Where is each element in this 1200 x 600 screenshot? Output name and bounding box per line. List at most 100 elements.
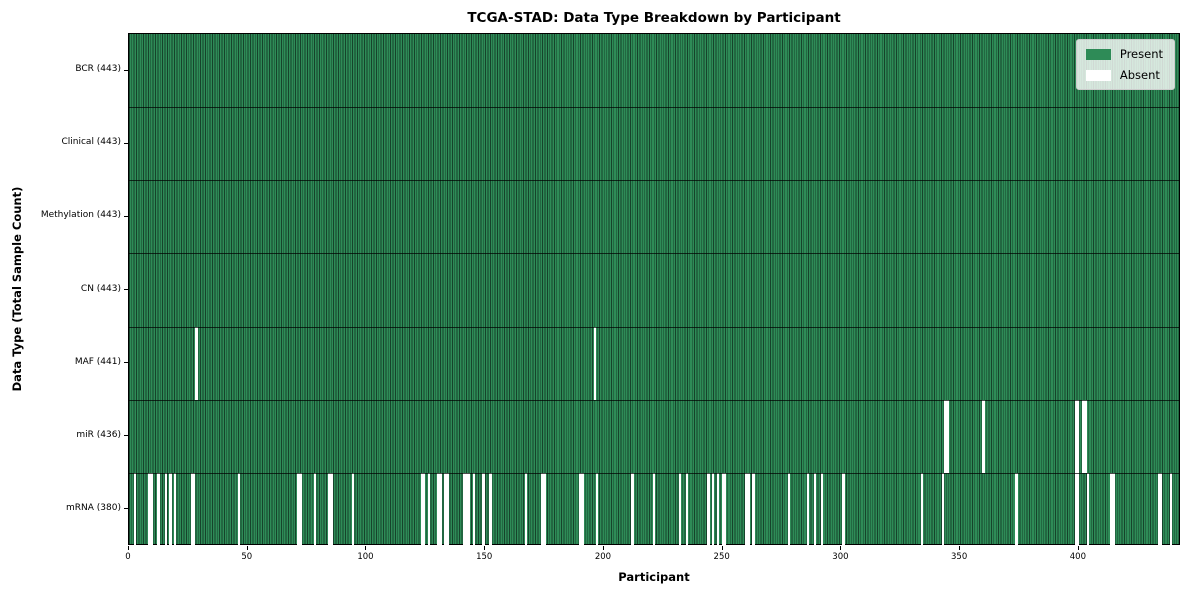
row-divider — [129, 472, 1179, 474]
absent-stripe — [1086, 472, 1089, 546]
absent-stripe — [147, 472, 151, 546]
ytick-mark — [124, 508, 128, 510]
xtick-label-250: 250 — [713, 552, 730, 562]
xtick-mark — [602, 546, 604, 550]
present-swatch-icon — [1085, 48, 1111, 60]
absent-stripe — [1084, 399, 1087, 473]
absent-stripe — [238, 472, 241, 546]
absent-stripe — [439, 472, 442, 546]
ytick-mark — [124, 69, 128, 71]
absent-stripe — [422, 472, 426, 546]
datatype-row-clinical — [129, 107, 1179, 180]
absent-stripe — [1081, 399, 1085, 473]
ytick-label-mir: miR (436) — [76, 429, 121, 440]
xtick-mark — [1077, 546, 1079, 550]
x-axis-label: Participant — [618, 570, 690, 584]
absent-stripe — [721, 472, 724, 546]
xtick-label-200: 200 — [594, 552, 612, 562]
absent-stripe — [941, 472, 945, 546]
absent-stripe — [133, 472, 137, 546]
absent-stripe — [328, 472, 331, 546]
xtick-mark — [959, 546, 961, 550]
plot-area: Present Absent — [128, 33, 1180, 546]
absent-stripe — [752, 472, 755, 546]
absent-stripe — [174, 472, 177, 546]
absent-stripe — [712, 472, 715, 546]
absent-stripe — [150, 472, 153, 546]
absent-stripe — [157, 472, 160, 546]
absent-stripe — [1015, 472, 1018, 546]
absent-stripe — [330, 472, 333, 546]
row-divider — [129, 180, 1179, 182]
absent-stripe — [297, 472, 300, 546]
absent-stripe — [787, 472, 791, 546]
absent-swatch-icon — [1085, 69, 1111, 81]
absent-stripe — [652, 472, 656, 546]
absent-stripe — [524, 472, 528, 546]
ytick-mark — [124, 289, 128, 290]
absent-stripe — [595, 472, 599, 546]
absent-stripe — [745, 472, 748, 546]
ytick-label-mrna: mRNA (380) — [66, 502, 121, 513]
ytick-mark — [124, 435, 128, 437]
absent-stripe — [593, 326, 596, 400]
datatype-row-mrna — [129, 472, 1179, 546]
ytick-label-bcr: BCR (443) — [75, 64, 121, 75]
absent-stripe — [192, 472, 196, 546]
absent-stripe — [707, 472, 710, 546]
absent-stripe — [821, 472, 824, 546]
absent-stripe — [164, 472, 167, 546]
absent-stripe — [420, 472, 423, 546]
ytick-mark — [124, 215, 128, 217]
absent-stripe — [685, 472, 689, 546]
datatype-row-mir — [129, 399, 1179, 473]
absent-stripe — [1110, 472, 1113, 546]
legend-item-absent: Absent — [1085, 68, 1163, 82]
absent-stripe — [313, 472, 317, 546]
xtick-label-350: 350 — [951, 552, 968, 562]
absent-stripe — [581, 472, 585, 546]
absent-stripe — [427, 472, 431, 546]
absent-stripe — [541, 472, 544, 546]
xtick-mark — [840, 546, 842, 550]
xtick-mark — [246, 546, 248, 550]
chart-title: TCGA-STAD: Data Type Breakdown by Partic… — [467, 10, 841, 26]
ytick-label-cn: CN (443) — [80, 283, 121, 294]
absent-stripe — [982, 399, 985, 473]
row-divider — [129, 399, 1179, 401]
xtick-label-300: 300 — [832, 552, 849, 562]
legend-item-present: Present — [1085, 47, 1163, 61]
absent-stripe — [1077, 472, 1080, 546]
legend: Present Absent — [1075, 39, 1175, 90]
ytick-label-methylation: Methylation (443) — [40, 210, 121, 221]
absent-stripe — [467, 472, 471, 546]
datatype-row-maf — [129, 326, 1179, 400]
absent-stripe — [195, 326, 198, 400]
ytick-mark — [124, 142, 128, 144]
xtick-label-0: 0 — [125, 552, 131, 562]
absent-stripe — [543, 472, 547, 546]
absent-stripe — [1112, 472, 1116, 546]
ytick-label-maf: MAF (441) — [74, 356, 121, 367]
absent-stripe — [747, 472, 750, 546]
absent-stripe — [472, 472, 476, 546]
absent-stripe — [806, 472, 810, 546]
xtick-label-50: 50 — [241, 552, 253, 562]
datatype-row-cn — [129, 253, 1179, 326]
absent-stripe — [1077, 399, 1080, 473]
absent-stripe — [716, 472, 720, 546]
ytick-mark — [124, 362, 128, 364]
row-divider — [129, 107, 1179, 109]
legend-label-absent: Absent — [1119, 68, 1160, 82]
xtick-label-150: 150 — [476, 552, 493, 562]
absent-stripe — [437, 472, 440, 546]
row-divider — [129, 253, 1179, 255]
xtick-label-100: 100 — [357, 552, 374, 562]
absent-stripe — [299, 472, 303, 546]
absent-stripe — [446, 472, 449, 546]
absent-stripe — [579, 472, 582, 546]
absent-stripe — [1160, 472, 1163, 546]
absent-stripe — [678, 472, 682, 546]
row-divider — [129, 326, 1179, 328]
